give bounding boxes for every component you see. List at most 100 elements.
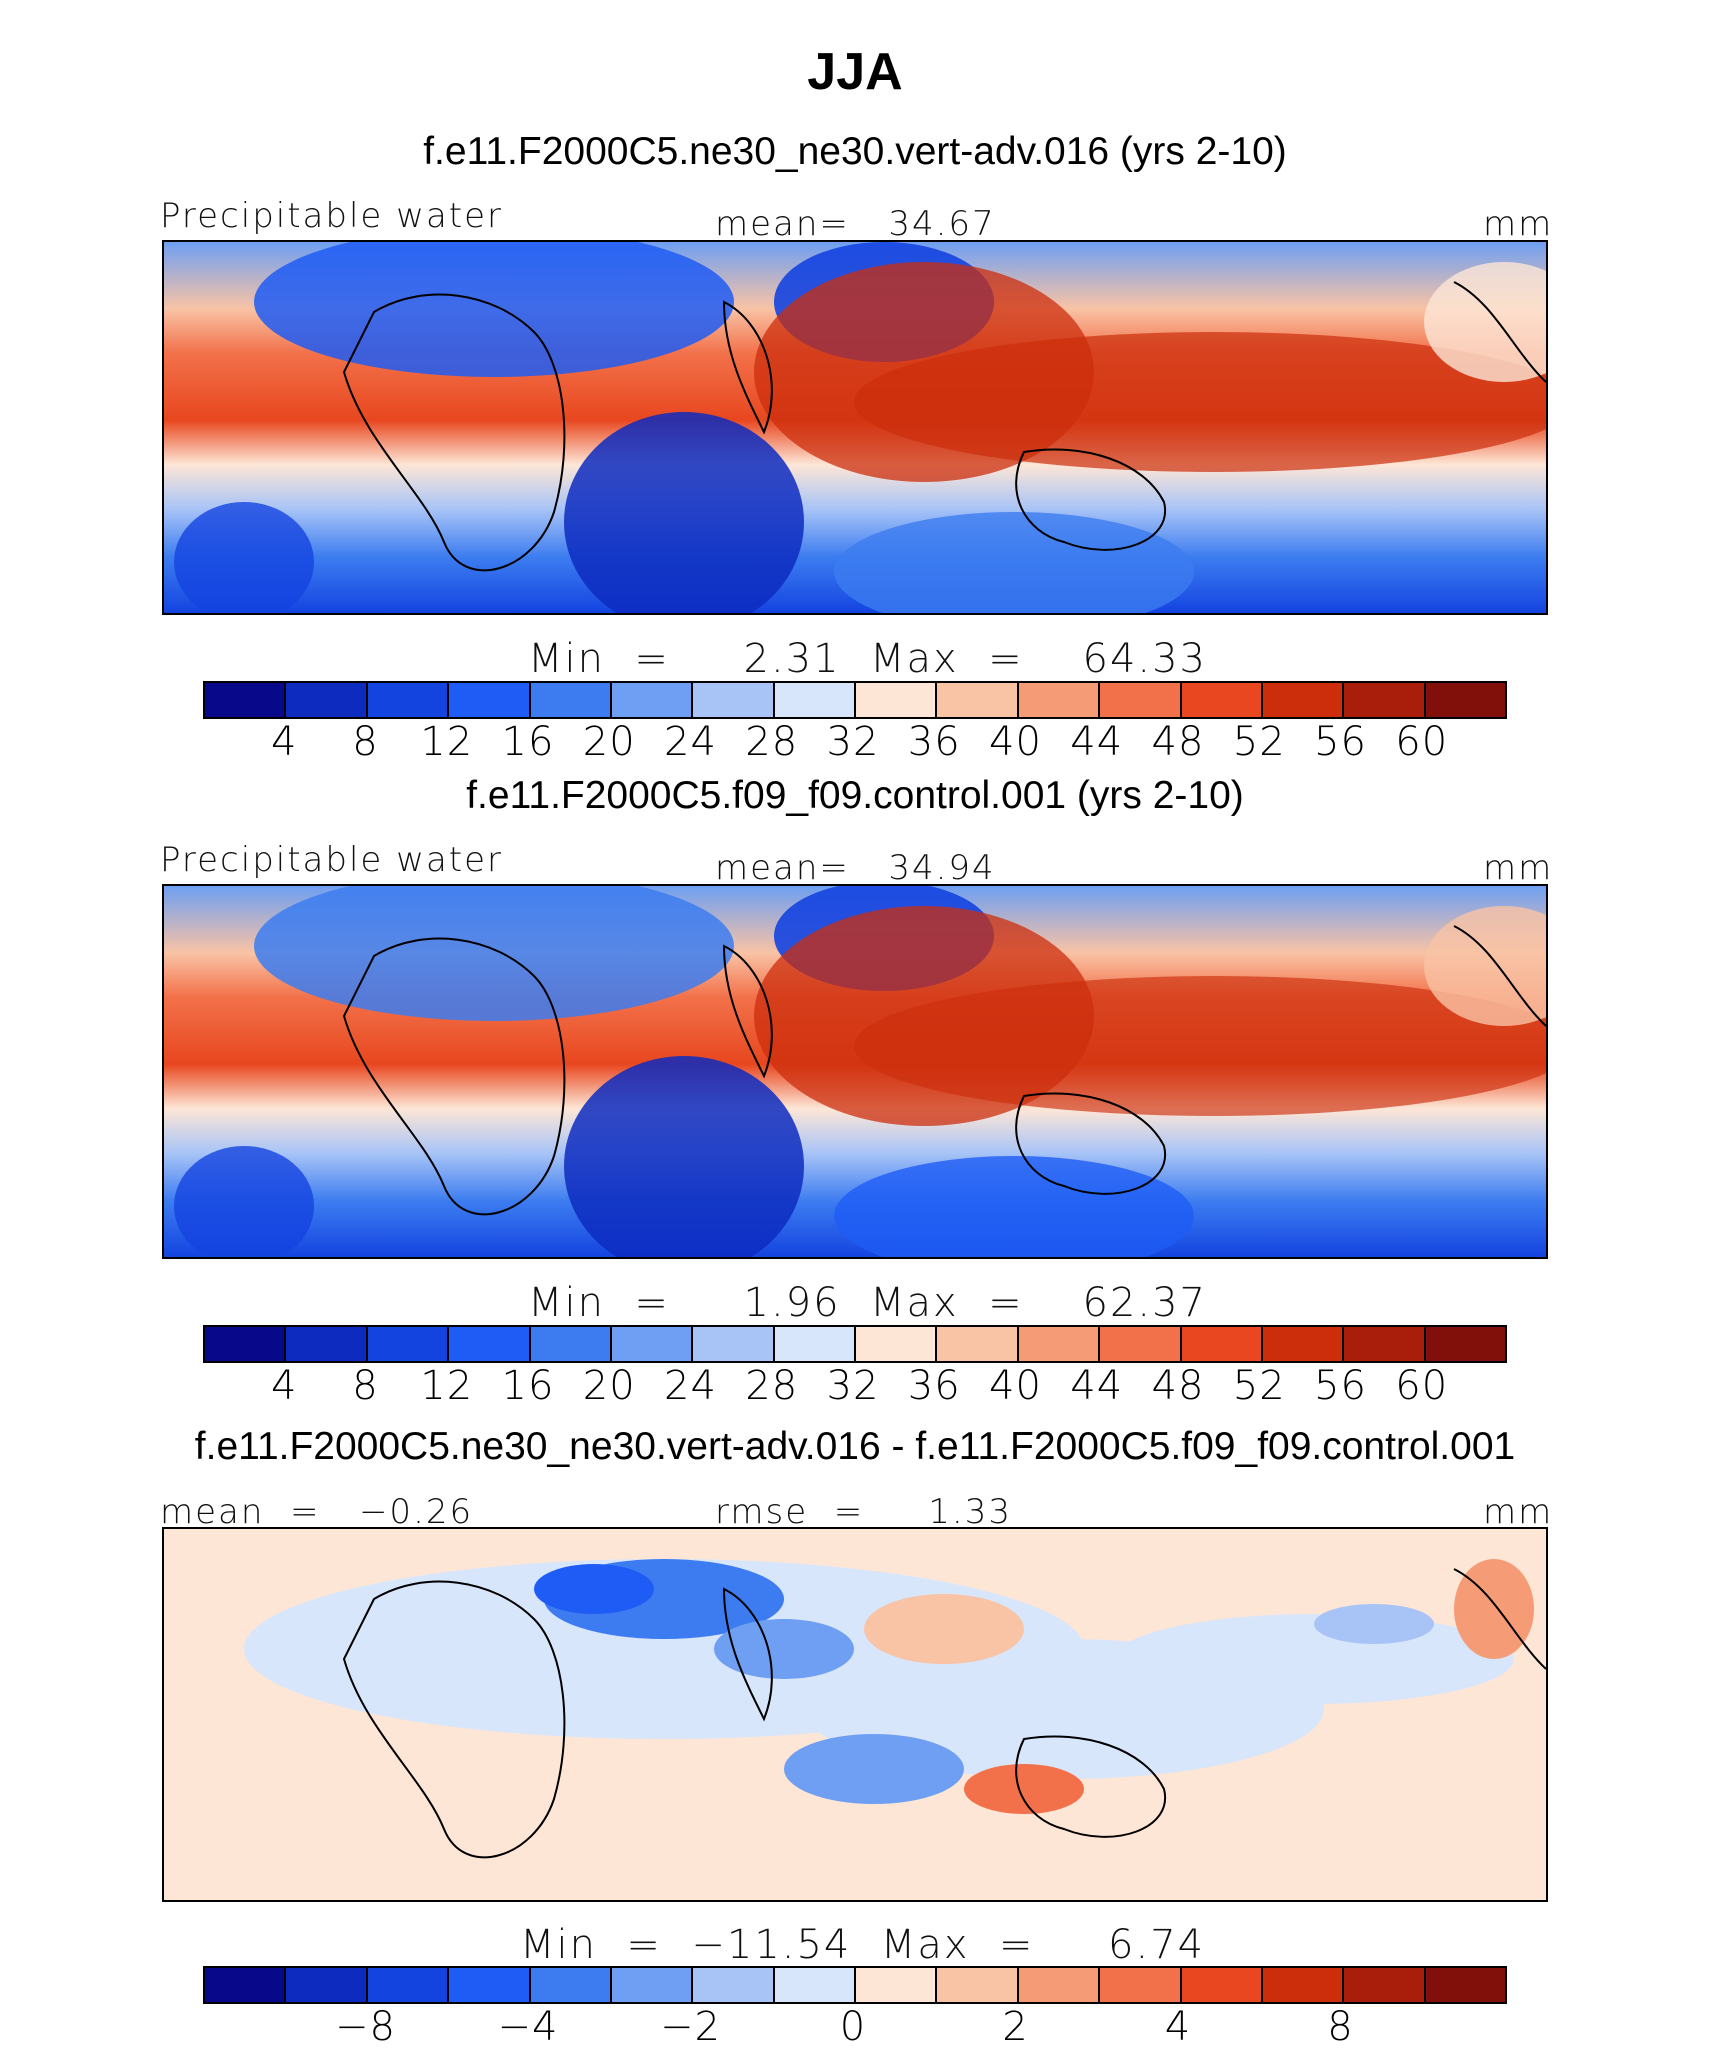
colorbar-tick-label: 4 [271, 719, 298, 765]
colorbar-swatch [937, 683, 1019, 717]
colorbar-tick-label: 56 [1314, 719, 1367, 765]
colorbar-tick-label: 2 [1002, 2004, 1029, 2050]
colorbar-tick-label: 8 [352, 719, 379, 765]
colorbar-tick-label: 16 [501, 719, 555, 765]
panel2-units-label: mm [1483, 848, 1554, 888]
colorbar-tick-label: 40 [989, 1363, 1042, 1409]
colorbar-tick-label: 48 [1151, 1363, 1205, 1409]
colorbar-tick-label: 52 [1232, 1363, 1286, 1409]
colorbar-tick-label: 8 [1327, 2004, 1354, 2050]
colorbar-tick-label: −4 [497, 2004, 559, 2050]
colorbar-tick-label: 28 [745, 719, 799, 765]
colorbar-swatch [449, 683, 531, 717]
colorbar-swatch [367, 683, 450, 717]
colorbar-tick-label: 40 [989, 719, 1042, 765]
colorbar-swatch [693, 1327, 775, 1361]
colorbar-swatch [1100, 1327, 1182, 1361]
colorbar-swatch [856, 1327, 938, 1361]
colorbar-tick-label: 20 [582, 1363, 636, 1409]
colorbar-swatch [1018, 1968, 1101, 2002]
panel1-minmax: Min = 2.31 Max = 64.33 [528, 636, 1207, 682]
panel2-field-svg [164, 886, 1546, 1257]
panel3-colorbar [203, 1966, 1507, 2004]
colorbar-tick-label: 44 [1070, 719, 1124, 765]
colorbar-swatch [856, 683, 938, 717]
colorbar-swatch [693, 1968, 775, 2002]
colorbar-swatch [1262, 683, 1345, 717]
colorbar-tick-label: 36 [907, 719, 961, 765]
colorbar-tick-label: 44 [1070, 1363, 1124, 1409]
colorbar-tick-label: −8 [335, 2004, 396, 2050]
colorbar-swatch [1181, 683, 1263, 717]
colorbar-swatch [1100, 1968, 1182, 2002]
colorbar-tick-label: 36 [907, 1363, 961, 1409]
panel3-minmax: Min = −11.54 Max = 6.74 [520, 1922, 1206, 1968]
colorbar-swatch [530, 1968, 612, 2002]
panel1-mean-label: mean= 34.67 [715, 204, 996, 244]
colorbar-tick-label: 16 [501, 1363, 555, 1409]
colorbar-tick-label: 8 [352, 1363, 379, 1409]
panel1-map [162, 240, 1548, 615]
colorbar-tick-label: −2 [660, 2004, 721, 2050]
panel3-mean-label: mean = −0.26 [160, 1492, 474, 1532]
colorbar-swatch [611, 1327, 694, 1361]
panel2-map [162, 884, 1548, 1259]
colorbar-swatch [1018, 1327, 1101, 1361]
panel2-colorbar-ticks: 4 8 12 16 20 24 28 32 36 40 44 48 52 56 60 [203, 1363, 1503, 1409]
colorbar-tick-label: 0 [839, 2004, 867, 2050]
panel1-variable-label: Precipitable water [160, 196, 504, 236]
colorbar-tick-label: 4 [1164, 2004, 1192, 2050]
colorbar-swatch [1100, 683, 1182, 717]
colorbar-swatch [1344, 1968, 1426, 2002]
panel1-colorbar-ticks: 4 8 12 16 20 24 28 32 36 40 44 48 52 56 60 [203, 719, 1503, 765]
colorbar-swatch [205, 683, 287, 717]
colorbar-swatch [286, 1968, 368, 2002]
colorbar-tick-label: 24 [664, 1363, 717, 1409]
colorbar-tick-label: 28 [745, 1363, 799, 1409]
colorbar-swatch [449, 1968, 531, 2002]
panel1-colorbar [203, 681, 1507, 719]
panel2-minmax: Min = 1.96 Max = 62.37 [528, 1280, 1207, 1326]
colorbar-swatch [856, 1968, 938, 2002]
colorbar-swatch [1344, 683, 1426, 717]
colorbar-swatch [286, 683, 368, 717]
panel2-mean-label: mean= 34.94 [715, 848, 996, 888]
panel3-case-title: f.e11.F2000C5.ne30_ne30.vert-adv.016 - f… [194, 1425, 1516, 1468]
colorbar-swatch [1425, 683, 1505, 717]
colorbar-tick-label: 32 [826, 719, 880, 765]
colorbar-swatch [1262, 1327, 1345, 1361]
colorbar-swatch [205, 1327, 287, 1361]
colorbar-swatch [1425, 1327, 1505, 1361]
colorbar-swatch [449, 1327, 531, 1361]
panel3-units-label: mm [1483, 1492, 1554, 1532]
colorbar-swatch [1181, 1327, 1263, 1361]
colorbar-swatch [611, 1968, 694, 2002]
panel3-field-svg [164, 1529, 1546, 1900]
colorbar-tick-label: 12 [420, 1363, 474, 1409]
colorbar-tick-label: 24 [664, 719, 717, 765]
panel1-field-svg [164, 242, 1546, 613]
colorbar-tick-label: 52 [1232, 719, 1286, 765]
colorbar-tick-label: 20 [582, 719, 636, 765]
panel2-variable-label: Precipitable water [160, 840, 504, 880]
panel1-case-title: f.e11.F2000C5.ne30_ne30.vert-adv.016 (yr… [423, 130, 1287, 173]
panel1-units-label: mm [1483, 204, 1554, 244]
panel3-colorbar-ticks: −8 −4 −2 0 2 4 8 [203, 2004, 1503, 2050]
panel2-colorbar [203, 1325, 1507, 1363]
colorbar-swatch [693, 683, 775, 717]
colorbar-swatch [530, 1327, 612, 1361]
colorbar-swatch [1181, 1968, 1263, 2002]
colorbar-swatch [937, 1327, 1019, 1361]
figure-title: JJA [807, 43, 903, 101]
colorbar-tick-label: 12 [420, 719, 474, 765]
colorbar-swatch [286, 1327, 368, 1361]
colorbar-swatch [367, 1327, 450, 1361]
colorbar-swatch [774, 1327, 856, 1361]
colorbar-tick-label: 60 [1395, 719, 1449, 765]
panel2-case-title: f.e11.F2000C5.f09_f09.control.001 (yrs 2… [466, 774, 1244, 817]
colorbar-tick-label: 32 [826, 1363, 880, 1409]
colorbar-swatch [611, 683, 694, 717]
colorbar-tick-label: 56 [1314, 1363, 1367, 1409]
colorbar-swatch [1262, 1968, 1345, 2002]
panel3-rmse-label: rmse = 1.33 [715, 1492, 1012, 1532]
